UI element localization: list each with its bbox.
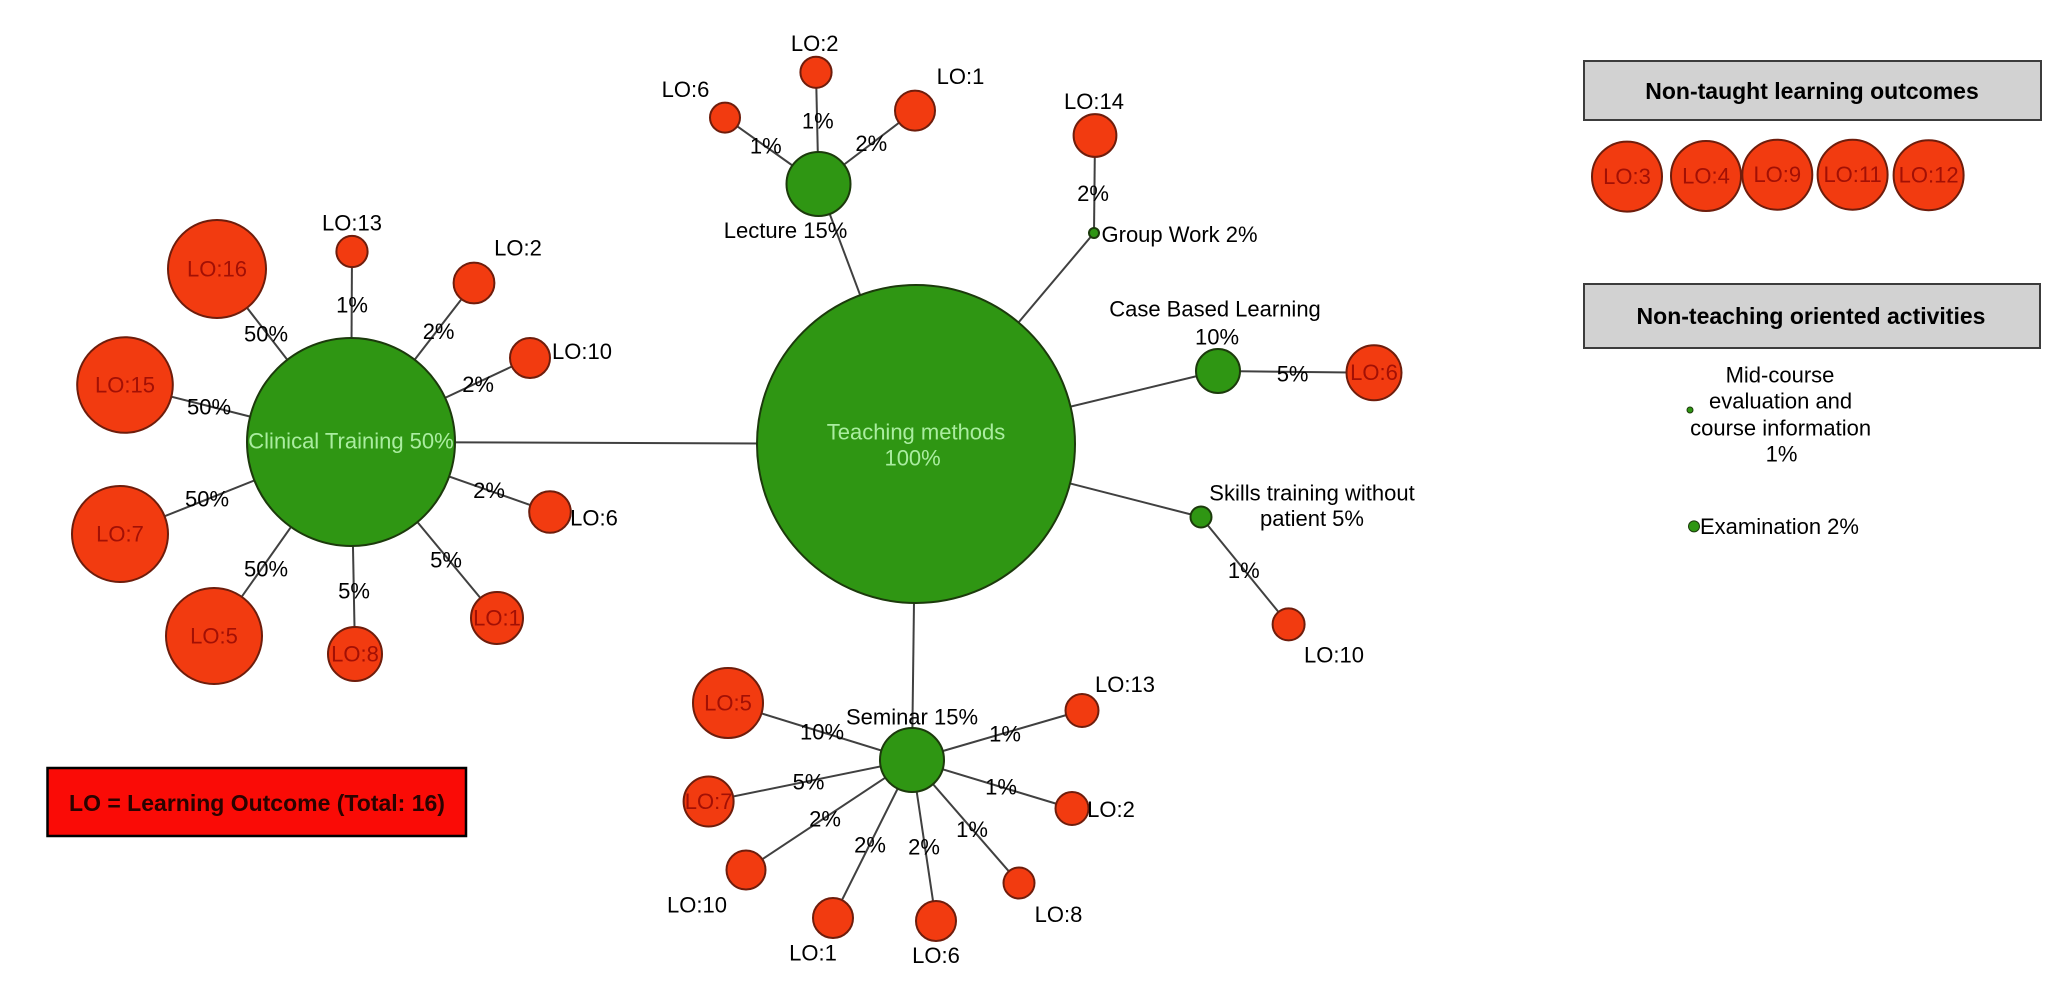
svg-text:LO:9: LO:9: [1753, 162, 1801, 187]
svg-text:1%: 1%: [985, 775, 1017, 800]
svg-text:LO:8: LO:8: [331, 642, 379, 667]
svg-text:1%: 1%: [956, 817, 988, 842]
svg-text:2%: 2%: [462, 372, 494, 397]
svg-text:course information: course information: [1690, 415, 1871, 440]
svg-text:Seminar 15%: Seminar 15%: [846, 705, 978, 730]
svg-text:LO:2: LO:2: [791, 31, 839, 56]
svg-text:5%: 5%: [338, 579, 370, 604]
svg-text:2%: 2%: [855, 131, 887, 156]
svg-text:LO:12: LO:12: [1899, 163, 1959, 188]
svg-text:LO:11: LO:11: [1823, 162, 1881, 187]
svg-text:2%: 2%: [473, 478, 505, 503]
svg-text:LO:1: LO:1: [473, 606, 521, 631]
svg-text:LO = Learning Outcome (Total:: LO = Learning Outcome (Total: 16): [69, 790, 445, 816]
svg-text:LO:3: LO:3: [1603, 164, 1651, 189]
svg-text:Mid-course: Mid-course: [1726, 362, 1835, 387]
svg-text:50%: 50%: [185, 487, 229, 512]
svg-text:LO:13: LO:13: [322, 211, 382, 236]
svg-text:2%: 2%: [423, 319, 455, 344]
svg-text:1%: 1%: [802, 109, 834, 134]
svg-text:Non-teaching oriented activiti: Non-teaching oriented activities: [1637, 303, 1986, 329]
svg-text:patient 5%: patient 5%: [1260, 506, 1364, 531]
svg-text:1%: 1%: [750, 134, 782, 159]
svg-text:1%: 1%: [989, 722, 1021, 747]
svg-text:LO:16: LO:16: [187, 257, 247, 282]
svg-text:2%: 2%: [908, 835, 940, 860]
svg-text:LO:14: LO:14: [1064, 89, 1124, 114]
svg-text:Skills training without: Skills training without: [1209, 481, 1414, 506]
svg-text:10%: 10%: [1195, 325, 1239, 350]
svg-text:LO:6: LO:6: [570, 506, 618, 531]
svg-text:5%: 5%: [793, 770, 825, 795]
svg-text:1%: 1%: [1766, 442, 1798, 467]
svg-text:LO:15: LO:15: [95, 373, 155, 398]
svg-text:evaluation and: evaluation and: [1709, 389, 1852, 414]
svg-text:LO:4: LO:4: [1682, 164, 1730, 189]
svg-text:Examination 2%: Examination 2%: [1700, 514, 1859, 539]
svg-text:2%: 2%: [1077, 181, 1109, 206]
svg-text:LO:10: LO:10: [1304, 643, 1364, 668]
svg-text:5%: 5%: [430, 548, 462, 573]
svg-text:LO:6: LO:6: [1350, 360, 1398, 385]
svg-text:LO:7: LO:7: [96, 522, 144, 547]
svg-text:LO:5: LO:5: [704, 691, 752, 716]
svg-text:LO:2: LO:2: [1087, 797, 1135, 822]
svg-text:5%: 5%: [1277, 362, 1309, 387]
svg-text:LO:1: LO:1: [789, 941, 837, 966]
svg-text:50%: 50%: [244, 322, 288, 347]
svg-text:Teaching methods: Teaching methods: [827, 420, 1006, 445]
svg-text:Non-taught learning outcomes: Non-taught learning outcomes: [1645, 78, 1979, 104]
svg-text:LO:2: LO:2: [494, 236, 542, 261]
svg-text:2%: 2%: [809, 807, 841, 832]
svg-text:Clinical Training 50%: Clinical Training 50%: [248, 429, 453, 454]
svg-text:Case Based Learning: Case Based Learning: [1109, 297, 1321, 322]
svg-text:1%: 1%: [1228, 558, 1260, 583]
svg-text:LO:5: LO:5: [190, 624, 238, 649]
svg-text:Lecture 15%: Lecture 15%: [724, 218, 848, 243]
svg-text:10%: 10%: [800, 720, 844, 745]
svg-text:1%: 1%: [336, 293, 368, 318]
svg-text:2%: 2%: [854, 833, 886, 858]
svg-text:LO:8: LO:8: [1035, 902, 1083, 927]
svg-text:LO:1: LO:1: [937, 64, 985, 89]
svg-text:50%: 50%: [187, 395, 231, 420]
svg-text:50%: 50%: [244, 557, 288, 582]
svg-text:LO:6: LO:6: [912, 943, 960, 968]
svg-text:100%: 100%: [884, 446, 940, 471]
svg-text:Group Work 2%: Group Work 2%: [1102, 222, 1258, 247]
svg-text:LO:13: LO:13: [1095, 672, 1155, 697]
svg-text:LO:10: LO:10: [552, 339, 612, 364]
svg-text:LO:10: LO:10: [667, 893, 727, 918]
svg-text:LO:7: LO:7: [685, 789, 733, 814]
svg-text:LO:6: LO:6: [662, 77, 710, 102]
